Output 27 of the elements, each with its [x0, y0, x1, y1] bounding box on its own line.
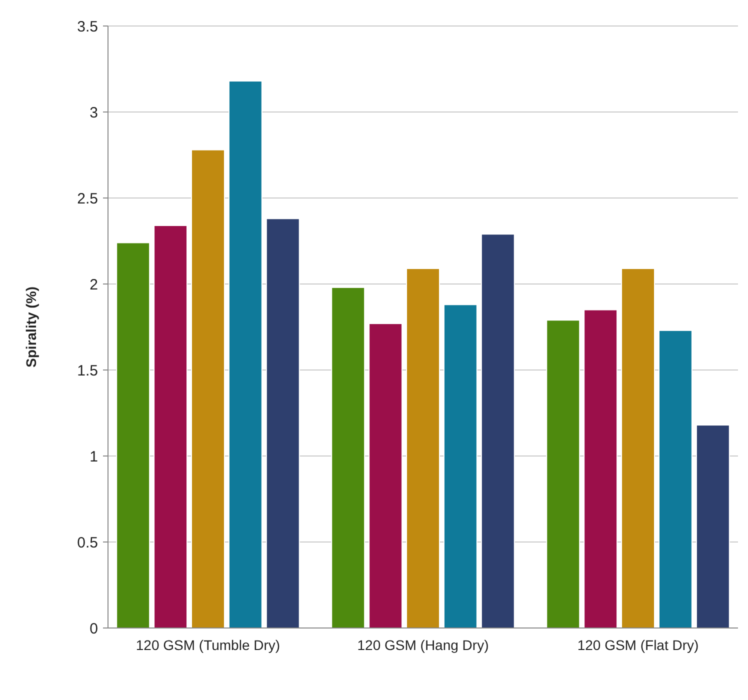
y-tick-label: 1.5	[77, 362, 98, 380]
bar	[368, 323, 403, 628]
bar	[584, 309, 618, 628]
x-tick-label: 120 GSM (Flat Dry)	[577, 637, 699, 653]
bar	[443, 304, 478, 628]
bar	[480, 234, 515, 628]
y-tick-label: 2.5	[77, 190, 98, 208]
bar	[621, 268, 655, 628]
bar	[154, 225, 188, 628]
bar	[546, 320, 580, 628]
bar	[266, 218, 300, 628]
bar	[696, 424, 730, 628]
bar	[228, 80, 262, 628]
y-tick-label: 1	[90, 448, 98, 466]
y-tick-label: 0	[90, 620, 98, 638]
y-tick-label: 2	[90, 276, 98, 294]
x-tick-label: 120 GSM (Tumble Dry)	[136, 637, 280, 653]
y-axis-title: Spirality (%)	[23, 286, 39, 368]
y-tick-label: 3	[90, 104, 98, 122]
x-tick-label: 120 GSM (Hang Dry)	[357, 637, 489, 653]
bar	[116, 242, 150, 628]
bar	[658, 330, 692, 628]
bar	[191, 149, 225, 628]
bar	[406, 268, 440, 628]
bar	[331, 286, 366, 628]
y-tick-label: 3.5	[77, 18, 98, 36]
y-tick-label: 0.5	[77, 534, 98, 552]
